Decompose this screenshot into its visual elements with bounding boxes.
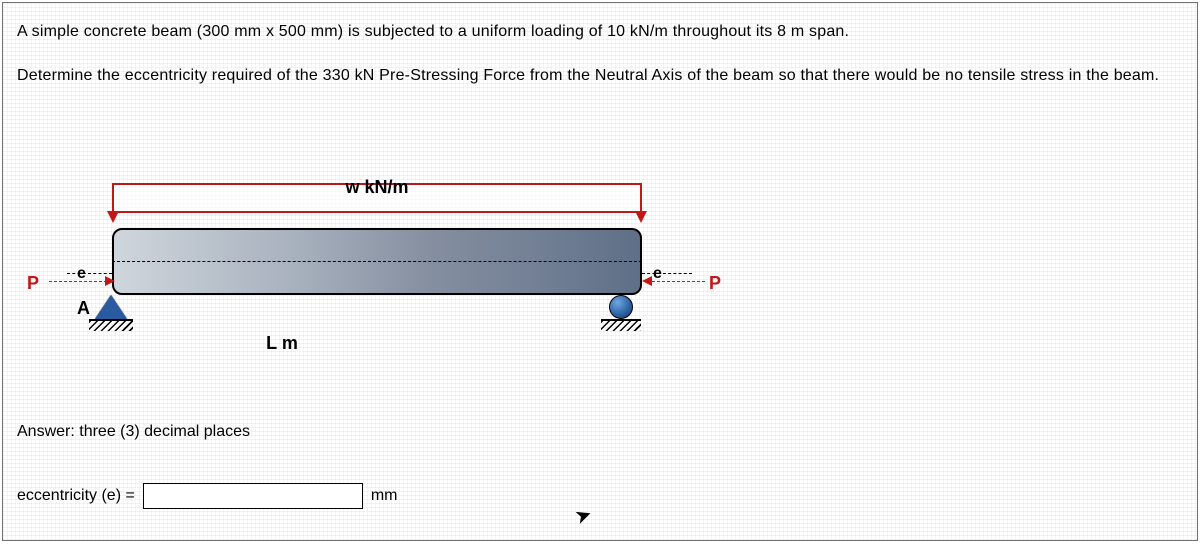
- p-force-line-right: [647, 281, 705, 282]
- p-label-left: P: [27, 273, 39, 294]
- p-force-line-left: [49, 281, 107, 282]
- answer-row: eccentricity (e) = mm: [17, 483, 397, 509]
- support-a-label: A: [77, 298, 90, 319]
- load-arrow-right-icon: [635, 211, 647, 223]
- p-arrowhead-left-icon: [105, 276, 115, 286]
- answer-instruction: Answer: three (3) decimal places: [17, 423, 250, 441]
- problem-line-1: A simple concrete beam (300 mm x 500 mm)…: [17, 21, 1183, 43]
- uniform-load-box: w kN/m: [112, 183, 642, 213]
- p-label-right: P: [709, 273, 721, 294]
- eccentricity-input[interactable]: [143, 483, 363, 509]
- answer-label: eccentricity (e) =: [17, 487, 135, 505]
- problem-line-2: Determine the eccentricity required of t…: [17, 65, 1183, 87]
- load-label: w kN/m: [114, 177, 640, 198]
- neutral-axis-line: [112, 261, 642, 262]
- ecc-line-left: [67, 273, 112, 274]
- support-roller-icon: [609, 295, 633, 319]
- support-pin-icon: [95, 295, 127, 319]
- answer-unit: mm: [371, 487, 398, 505]
- p-arrowhead-right-icon: [642, 276, 652, 286]
- ecc-line-right: [642, 273, 692, 274]
- load-arrow-left-icon: [107, 211, 119, 223]
- span-label: L m: [17, 333, 547, 354]
- beam-figure: w kN/m e e P P A L m: [17, 173, 737, 373]
